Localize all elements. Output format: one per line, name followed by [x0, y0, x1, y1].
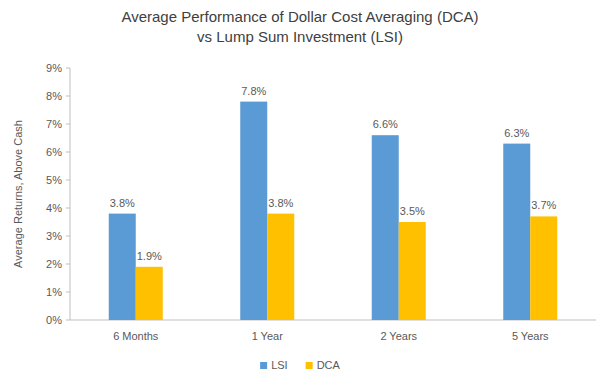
bar [136, 267, 163, 320]
y-axis-label: Average Returns, Above Cash [12, 120, 24, 268]
y-tick [66, 208, 70, 209]
y-axis [70, 68, 71, 320]
legend-swatch [260, 362, 267, 369]
data-label: 1.9% [137, 250, 162, 262]
bar [530, 216, 557, 320]
legend-swatch [306, 362, 313, 369]
data-label: 3.8% [268, 197, 293, 209]
y-tick [66, 320, 70, 321]
x-tick-label: 2 Years [380, 330, 417, 342]
y-tick [66, 292, 70, 293]
legend-label: LSI [271, 359, 288, 371]
legend-label: DCA [317, 359, 341, 371]
y-tick [66, 152, 70, 153]
y-tick-label: 5% [46, 174, 62, 186]
bar [109, 214, 136, 320]
y-tick-label: 8% [46, 90, 62, 102]
bar [372, 135, 399, 320]
data-label: 7.8% [241, 85, 266, 97]
bar [503, 144, 530, 320]
bars [109, 102, 558, 320]
data-label: 3.7% [531, 199, 556, 211]
y-tick [66, 236, 70, 237]
legend: LSI DCA [260, 359, 340, 371]
data-label: 3.8% [110, 197, 135, 209]
bar [399, 222, 426, 320]
bar [240, 102, 267, 320]
x-tick-label: 1 Year [252, 330, 284, 342]
y-tick-label: 1% [46, 286, 62, 298]
y-tick [66, 96, 70, 97]
bar [267, 214, 294, 320]
x-tick-label: 5 Years [512, 330, 549, 342]
y-tick-label: 4% [46, 202, 62, 214]
y-tick [66, 124, 70, 125]
title-line: Average Performance of Dollar Cost Avera… [121, 8, 478, 25]
data-label: 6.3% [504, 127, 529, 139]
y-tick [66, 180, 70, 181]
y-tick [66, 68, 70, 69]
y-tick-label: 6% [46, 146, 62, 158]
data-label: 3.5% [400, 205, 425, 217]
y-tick-label: 7% [46, 118, 62, 130]
background [0, 0, 600, 385]
y-tick-label: 9% [46, 62, 62, 74]
title-line: vs Lump Sum Investment (LSI) [197, 28, 403, 45]
y-tick-label: 2% [46, 258, 62, 270]
y-tick [66, 264, 70, 265]
y-tick-label: 0% [46, 314, 62, 326]
x-tick-label: 6 Months [113, 330, 159, 342]
title: Average Performance of Dollar Cost Avera… [121, 8, 478, 45]
data-label: 6.6% [373, 118, 398, 130]
y-tick-label: 3% [46, 230, 62, 242]
chart: Average Performance of Dollar Cost Avera… [0, 0, 600, 385]
